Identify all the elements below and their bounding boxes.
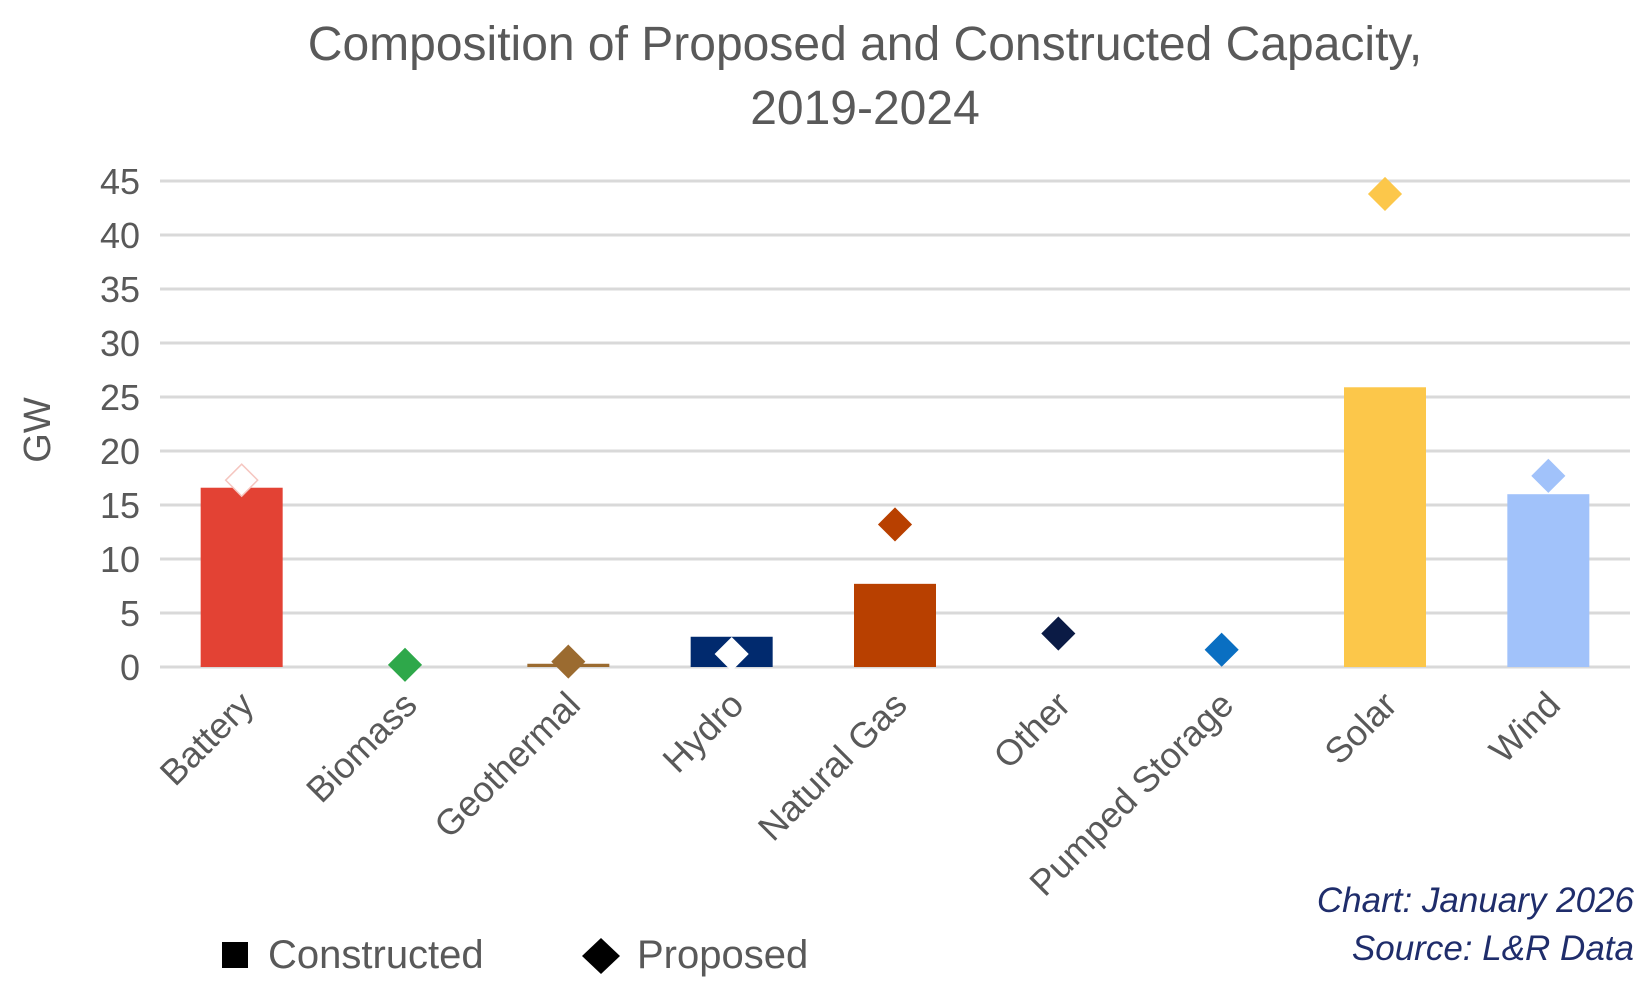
- x-tick-label: Battery: [152, 684, 262, 794]
- y-tick-label: 35: [100, 269, 140, 310]
- y-axis-ticks: 0 5 10 15 20 25 30 35 40 45: [100, 161, 140, 688]
- x-tick-label: Geothermal: [426, 684, 588, 846]
- marker-proposed-natural-gas: [877, 507, 913, 542]
- y-tick-label: 30: [100, 323, 140, 364]
- chart-title-line-1: Composition of Proposed and Constructed …: [308, 18, 1422, 71]
- y-tick-label: 40: [100, 215, 140, 256]
- marker-proposed-biomass: [387, 647, 423, 682]
- x-tick-label: Natural Gas: [750, 684, 915, 849]
- source-note: Source: L&R Data: [1352, 929, 1634, 968]
- y-tick-label: 45: [100, 161, 140, 202]
- marker-proposed-wind: [1531, 458, 1566, 493]
- proposed-markers: [224, 176, 1566, 682]
- marker-proposed-other: [1041, 616, 1076, 651]
- legend: Constructed Proposed: [222, 933, 808, 977]
- marker-proposed-hydro: [714, 636, 749, 672]
- x-tick-label: Wind: [1481, 684, 1568, 771]
- marker-proposed-pumped-storage: [1204, 632, 1239, 667]
- legend-proposed-label: Proposed: [637, 933, 808, 977]
- legend-proposed-swatch: [582, 938, 620, 974]
- marker-proposed-battery: [224, 463, 259, 498]
- marker-proposed-solar: [1367, 176, 1403, 212]
- y-tick-label: 15: [100, 485, 140, 526]
- legend-constructed-label: Constructed: [268, 933, 484, 977]
- constructed-bars: [200, 387, 1590, 667]
- y-tick-label: 20: [100, 431, 140, 472]
- y-tick-label: 25: [100, 377, 140, 418]
- x-tick-label: Solar: [1316, 684, 1404, 772]
- bar-constructed-wind: [1507, 494, 1590, 667]
- bar-constructed-battery: [200, 487, 283, 667]
- bar-constructed-natural-gas: [854, 583, 936, 667]
- y-axis-label: GW: [17, 397, 59, 463]
- marker-proposed-geothermal: [551, 644, 586, 679]
- y-tick-label: 0: [120, 647, 140, 688]
- x-tick-label: Other: [985, 684, 1078, 777]
- legend-constructed-swatch: [222, 942, 248, 968]
- y-tick-label: 5: [120, 593, 140, 634]
- chart-date-note: Chart: January 2026: [1317, 881, 1635, 920]
- x-tick-label: Biomass: [298, 684, 425, 811]
- y-tick-label: 10: [100, 539, 140, 580]
- chart-title-line-2: 2019-2024: [750, 82, 980, 135]
- bar-constructed-solar: [1344, 387, 1426, 667]
- x-tick-label: Hydro: [654, 684, 751, 781]
